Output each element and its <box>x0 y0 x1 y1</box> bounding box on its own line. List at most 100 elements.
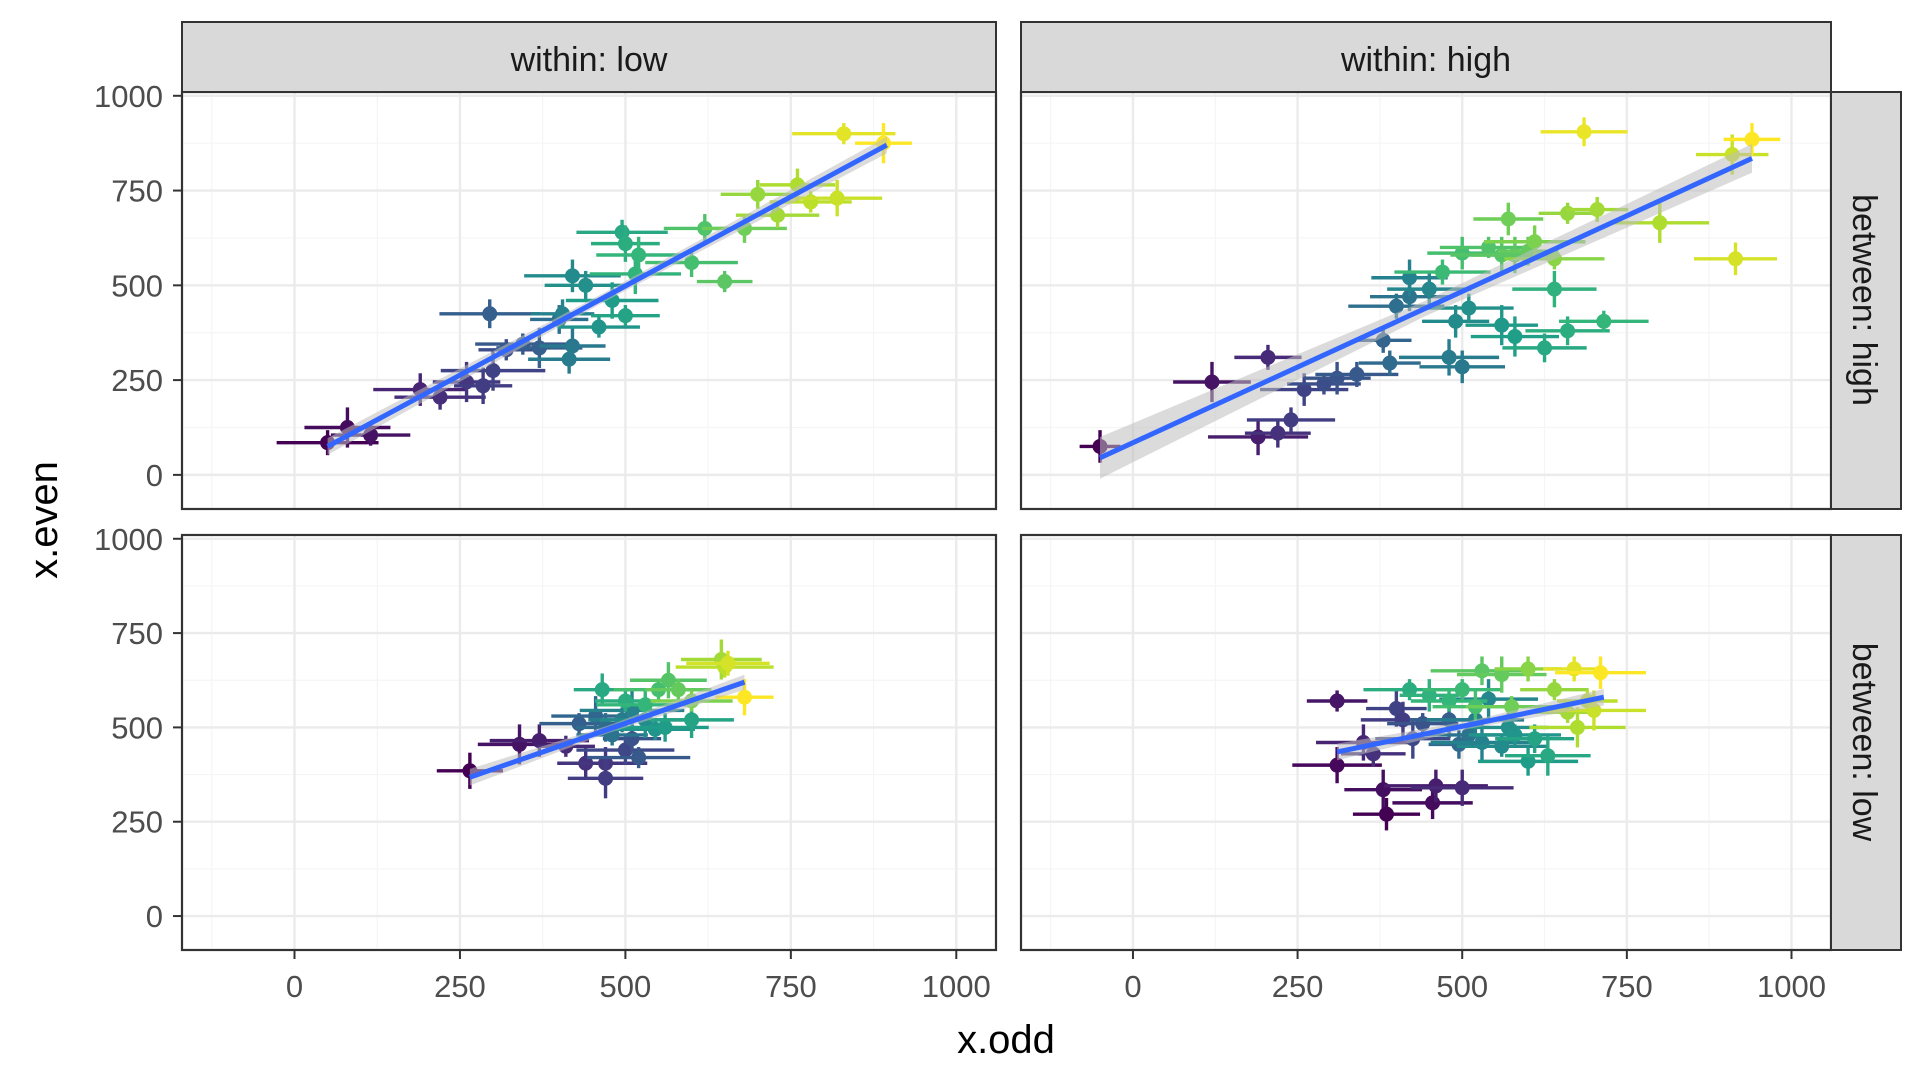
point-marker <box>564 338 580 354</box>
point-marker <box>1527 731 1543 747</box>
point-marker <box>1388 701 1404 717</box>
y-tick-label: 750 <box>111 616 163 651</box>
x-tick-label: 750 <box>765 969 817 1004</box>
point-marker <box>1461 300 1477 316</box>
row-strip-between-low: between: low <box>1830 534 1902 951</box>
point-marker <box>1270 425 1286 441</box>
point-marker <box>1481 691 1497 707</box>
point-marker <box>531 733 547 749</box>
point-marker <box>564 268 580 284</box>
point-marker <box>594 682 610 698</box>
point-marker <box>1283 412 1299 428</box>
y-tick-label: 500 <box>111 268 163 303</box>
point-marker <box>657 719 673 735</box>
panel-r0-c1 <box>1019 90 1833 511</box>
data-point <box>1352 797 1421 831</box>
data-point <box>1520 679 1589 701</box>
point-marker <box>1494 738 1510 754</box>
y-tick-label: 1000 <box>94 79 163 114</box>
point-marker <box>1481 239 1497 255</box>
point-marker <box>1652 215 1668 231</box>
data-point <box>621 713 709 742</box>
point-marker <box>578 277 594 293</box>
data-point <box>1244 418 1311 448</box>
point-marker <box>1500 211 1516 227</box>
point-marker <box>1428 778 1444 794</box>
point-marker <box>836 126 852 142</box>
point-marker <box>637 697 653 713</box>
trend-line <box>1098 156 1754 461</box>
column-strip-within-high: within: high <box>1020 21 1832 93</box>
point-marker <box>1316 376 1332 392</box>
point-marker <box>1441 349 1457 365</box>
panel-r1-c1 <box>1019 533 1833 952</box>
data-point <box>1525 316 1610 346</box>
point-marker <box>737 689 753 705</box>
point-marker <box>660 672 676 688</box>
point-marker <box>684 255 700 271</box>
point-marker <box>1546 682 1562 698</box>
point-marker <box>617 742 633 758</box>
data-point <box>1246 407 1336 433</box>
point-marker <box>617 236 633 252</box>
point-marker <box>485 363 501 379</box>
data-point <box>1505 735 1591 776</box>
data-point <box>1502 333 1587 363</box>
data-point <box>649 701 734 738</box>
row-strip-background <box>1830 91 1902 510</box>
data-point <box>1306 690 1368 712</box>
data-point <box>1465 305 1538 346</box>
point-marker <box>1454 245 1470 261</box>
point-marker <box>475 378 491 394</box>
row-strip-between-high: between: high <box>1830 91 1902 510</box>
panel-background <box>1021 535 1831 950</box>
y-tick-label: 1000 <box>94 522 163 557</box>
y-axis-title: x.even <box>22 461 66 579</box>
data-point <box>630 662 707 699</box>
point-marker <box>1402 682 1418 698</box>
point-marker <box>617 308 633 324</box>
column-strip-background <box>181 21 997 93</box>
point-marker <box>1546 281 1562 297</box>
data-point <box>1495 724 1575 754</box>
panel-background <box>182 535 996 950</box>
data-point <box>1529 707 1626 748</box>
point-marker <box>1441 693 1457 709</box>
point-marker <box>1421 687 1437 703</box>
data-point <box>1394 259 1491 285</box>
point-marker <box>1540 748 1556 764</box>
x-tick-label: 1000 <box>1757 969 1826 1004</box>
y-tick-label: 250 <box>111 805 163 840</box>
point-marker <box>631 247 647 263</box>
point-marker <box>1402 270 1418 286</box>
point-marker <box>1204 374 1220 390</box>
point-marker <box>1329 693 1345 709</box>
point-marker <box>1378 806 1394 822</box>
confidence-band <box>1100 143 1752 479</box>
x-tick-label: 750 <box>1601 969 1653 1004</box>
data-point <box>587 747 691 769</box>
point-marker <box>531 340 547 356</box>
point-marker <box>1402 289 1418 305</box>
point-marker <box>1589 202 1605 218</box>
x-tick-label: 250 <box>434 969 486 1004</box>
point-marker <box>1576 124 1592 140</box>
data-point <box>686 650 770 676</box>
point-marker <box>1596 313 1612 329</box>
data-point <box>557 316 640 338</box>
point-marker <box>1434 264 1450 280</box>
data-point <box>645 679 712 701</box>
point-marker <box>631 750 647 766</box>
point-marker <box>1454 780 1470 796</box>
point-marker <box>1728 251 1744 267</box>
point-marker <box>482 306 498 322</box>
x-tick-label: 0 <box>286 969 303 1004</box>
data-point <box>1473 202 1544 236</box>
data-point <box>715 679 774 716</box>
point-marker <box>1527 234 1543 250</box>
point-marker <box>1448 313 1464 329</box>
point-marker <box>684 712 700 728</box>
point-marker <box>1520 661 1536 677</box>
x-axis-title: x.odd <box>957 1018 1055 1062</box>
data-point <box>792 179 883 217</box>
